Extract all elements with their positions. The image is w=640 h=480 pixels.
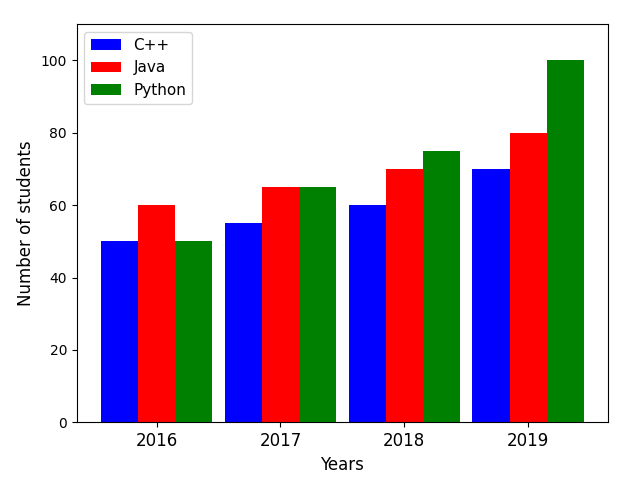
Bar (299, 187, 336, 422)
Bar (349, 205, 386, 422)
Bar (509, 132, 547, 422)
Bar (472, 169, 509, 422)
Bar (225, 223, 262, 422)
Bar (262, 187, 299, 422)
X-axis label: Years: Years (321, 456, 364, 474)
Bar (101, 241, 138, 422)
Y-axis label: Number of students: Number of students (17, 140, 35, 306)
Bar (386, 169, 423, 422)
Bar (175, 241, 212, 422)
Bar (423, 151, 460, 422)
Bar (547, 60, 584, 422)
Legend: C++, Java, Python: C++, Java, Python (84, 32, 192, 104)
Bar (138, 205, 175, 422)
